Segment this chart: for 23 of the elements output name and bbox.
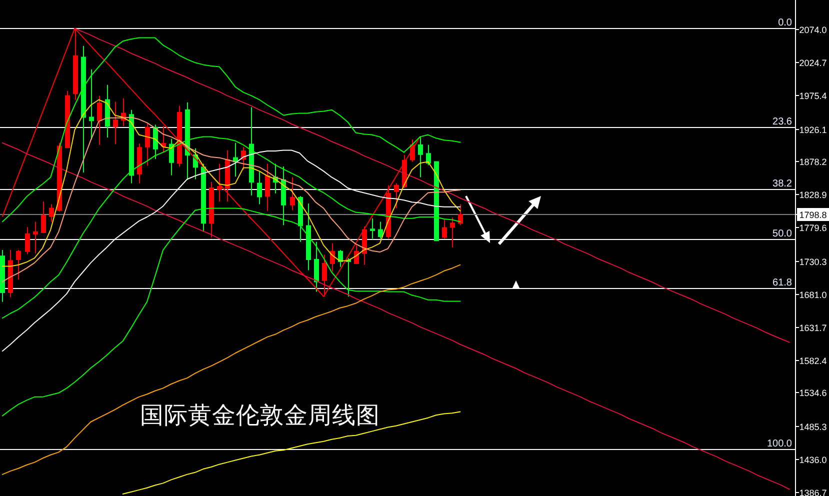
y-tick-label: 1878.2 <box>799 156 827 167</box>
y-tick-label: 1926.1 <box>799 124 827 135</box>
y-tick-label: 1828.9 <box>799 190 827 200</box>
annotation: 国际黄金伦敦金周线图 <box>140 401 380 429</box>
y-tick-label: 1485.3 <box>799 422 827 432</box>
annotation: 0.0 <box>778 18 792 28</box>
annotation: 61.8 <box>772 278 792 288</box>
y-tick-label: 1730.3 <box>799 256 827 267</box>
y-tick-label: 1975.4 <box>799 90 827 101</box>
y-tick-label: 1436.0 <box>799 454 827 465</box>
y-tick-label: 1798.8 <box>799 210 827 220</box>
annotation: 50.0 <box>772 228 792 240</box>
y-tick-label: 1582.4 <box>799 356 827 366</box>
y-tick-label: 2074.0 <box>799 24 827 35</box>
y-tick-label: 1534.6 <box>799 388 827 398</box>
y-tick-label: 2024.7 <box>799 58 827 68</box>
annotation: 23.6 <box>772 116 792 128</box>
y-tick-label: 1681.0 <box>799 290 827 300</box>
y-tick-label: 1779.6 <box>799 222 827 233</box>
y-tick-label: 1631.7 <box>799 322 827 333</box>
y-tick-label: 1386.7 <box>799 488 827 496</box>
annotation: 100.0 <box>766 438 792 450</box>
annotation: 38.2 <box>772 178 792 190</box>
